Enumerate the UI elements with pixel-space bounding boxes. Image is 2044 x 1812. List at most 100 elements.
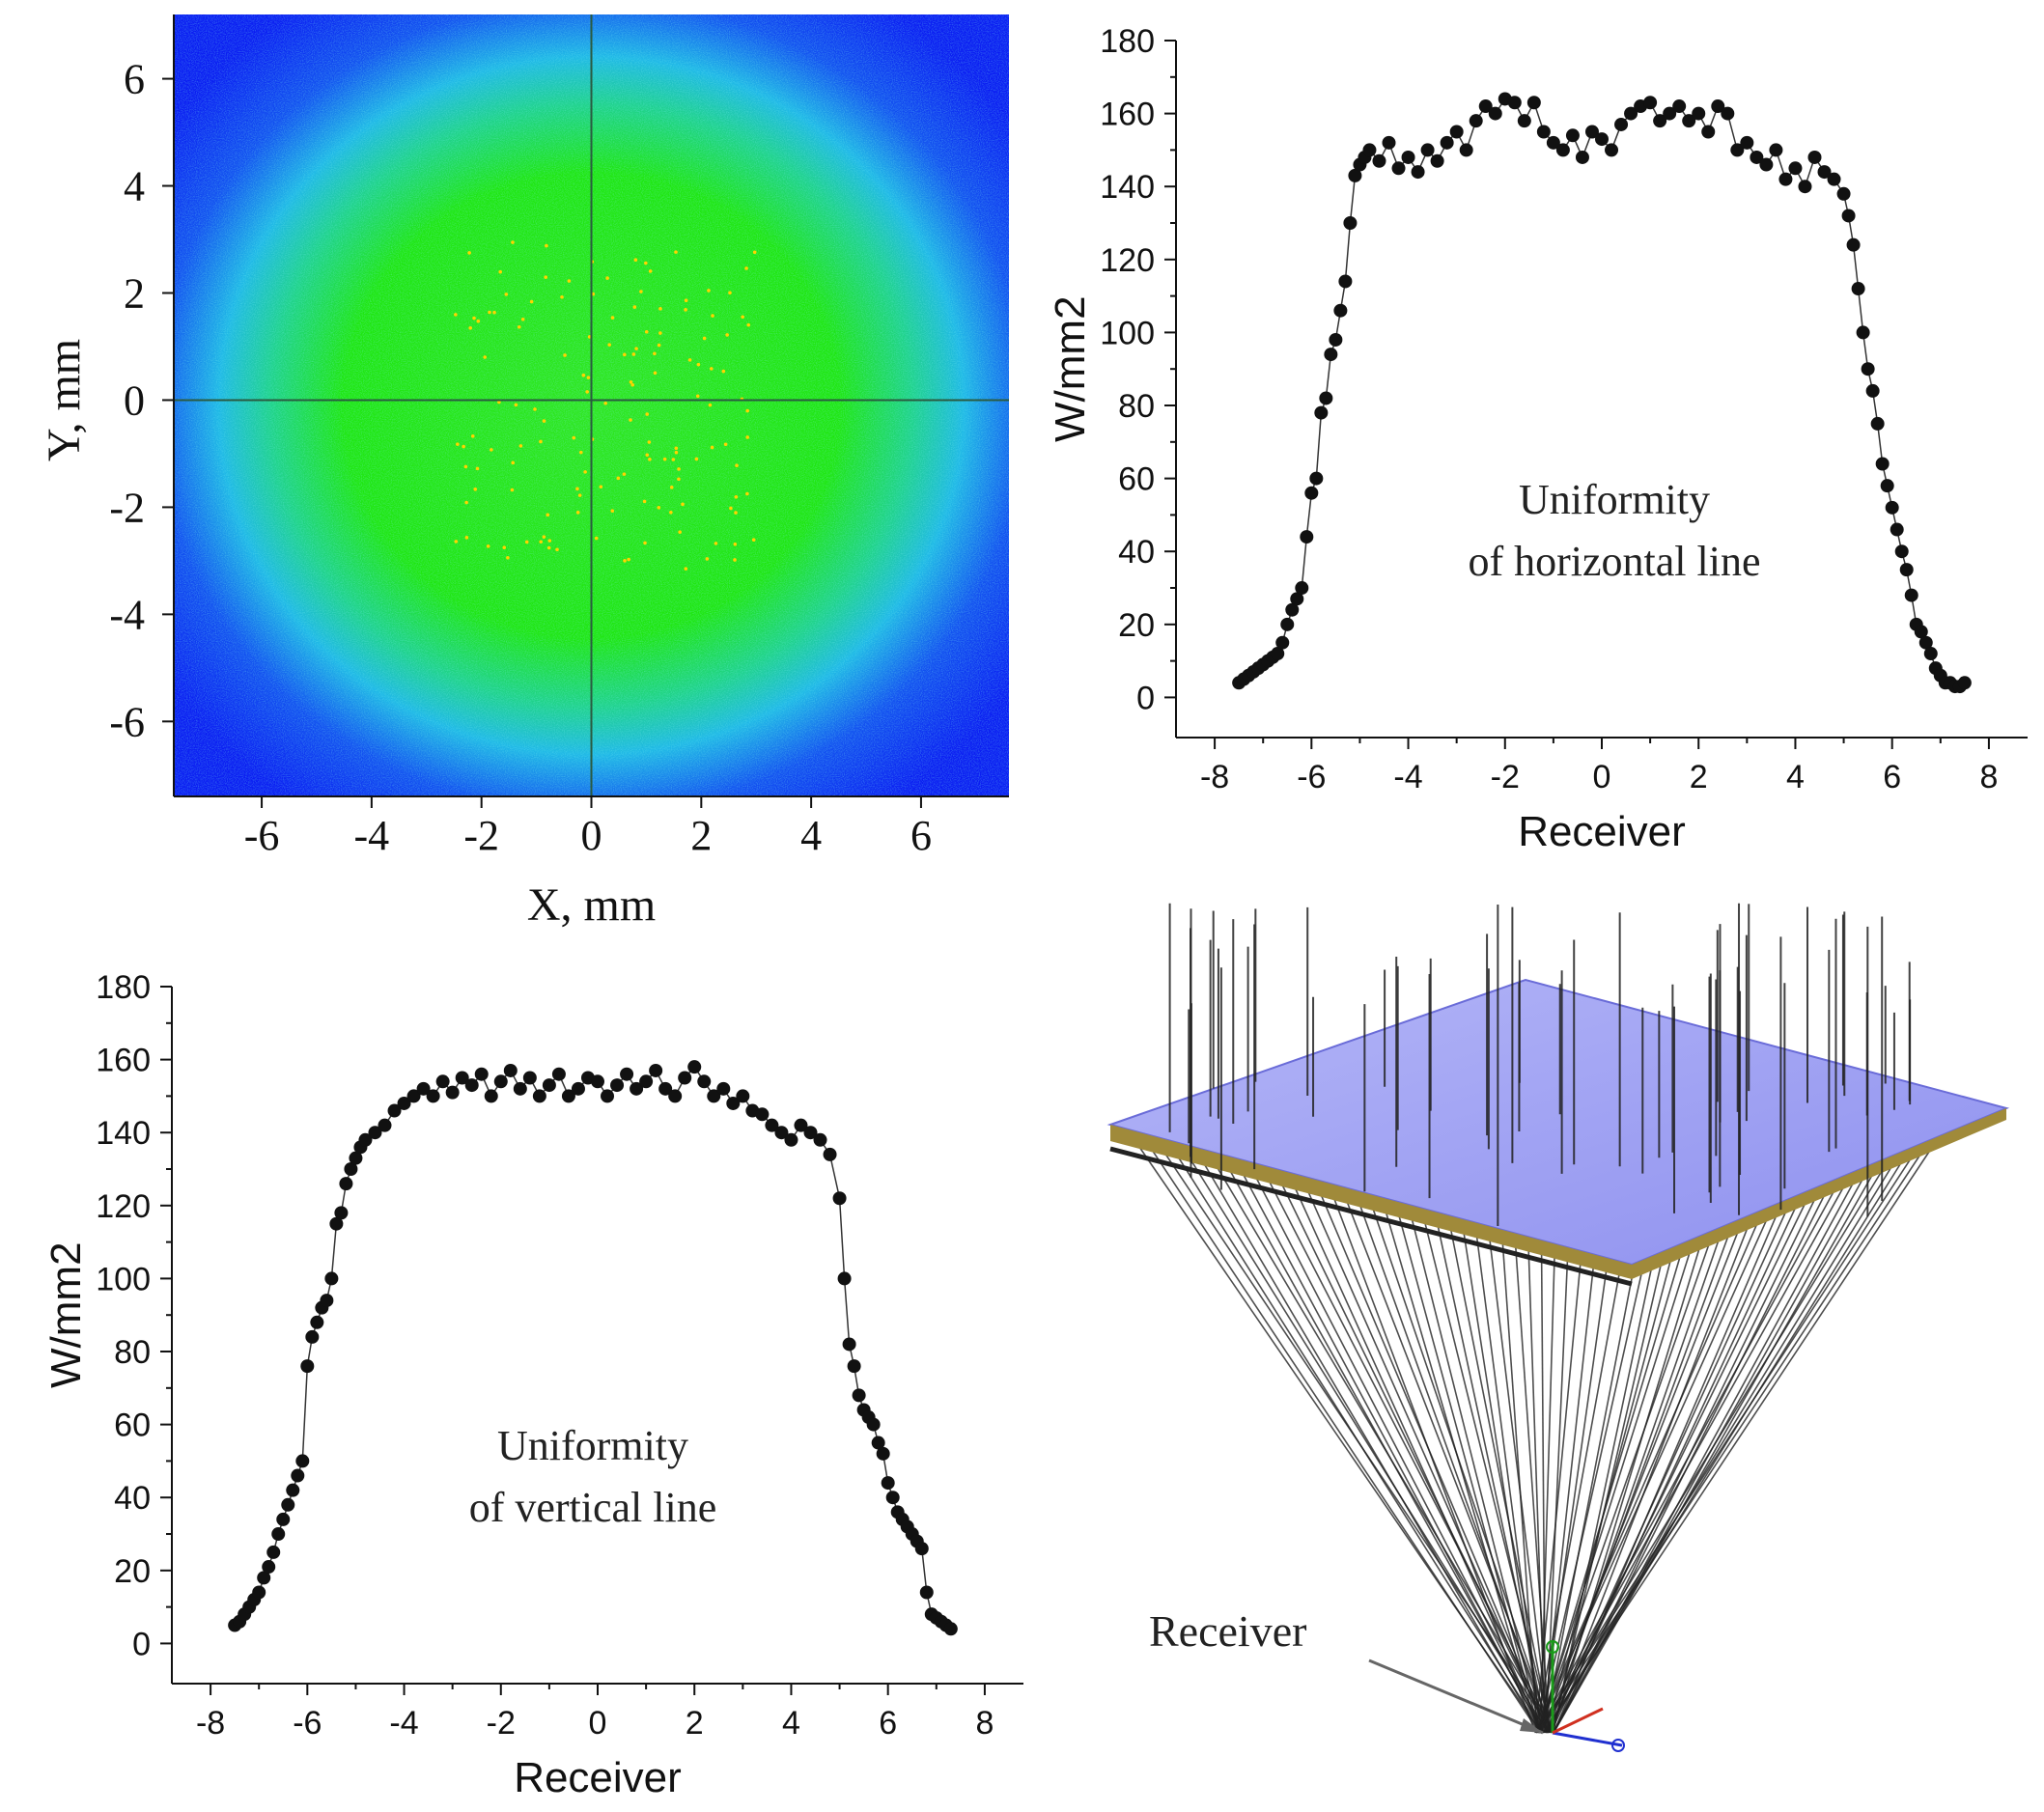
hotspot-speckle <box>555 547 559 552</box>
vertical-profile-x-tick-label: 2 <box>686 1705 704 1742</box>
vertical-profile-data-point <box>387 1103 402 1118</box>
hotspot-speckle <box>514 403 518 407</box>
horizontal-profile-data-point <box>1836 186 1851 201</box>
hotspot-speckle <box>605 276 609 280</box>
horizontal-profile-data-point <box>1319 391 1333 405</box>
horizontal-profile-data-point <box>1348 168 1362 182</box>
vertical-profile-data-point <box>493 1074 508 1089</box>
horizontal-profile-data-point <box>1584 125 1599 139</box>
horizontal-profile-data-point <box>1362 143 1377 157</box>
hotspot-speckle <box>653 371 658 376</box>
hotspot-speckle <box>520 317 525 321</box>
receiver-plane-edge <box>1110 1108 2006 1279</box>
converging-ray <box>1535 1157 1913 1734</box>
horizontal-profile-data-point <box>1507 96 1522 110</box>
map-x-tick-label: 6 <box>910 812 932 859</box>
vertical-profile-series-line <box>234 1065 952 1630</box>
vertical-profile-data-point <box>755 1107 770 1122</box>
hotspot-speckle <box>575 511 580 515</box>
hotspot-speckle <box>581 373 586 377</box>
coordinate-axes-icon <box>1546 1640 1625 1752</box>
horizontal-profile-data-point <box>1478 99 1493 114</box>
hotspot-speckle <box>497 400 501 404</box>
converging-ray <box>1306 1190 1549 1734</box>
map-y-tick-label: 4 <box>124 163 145 210</box>
hotspot-speckle <box>645 453 650 458</box>
hotspot-speckle <box>721 369 726 374</box>
horizontal-profile-x-tick-label: 6 <box>1883 759 1901 795</box>
vertical-profile-data-point <box>601 1089 615 1103</box>
horizontal-profile-data-point <box>1861 362 1875 376</box>
horizontal-profile-annotation-line-2: of horizontal line <box>1468 538 1760 585</box>
map-y-tick-label: -6 <box>109 698 145 745</box>
hotspot-speckle <box>502 545 507 550</box>
hotspot-speckle <box>658 307 662 311</box>
horizontal-profile-data-point <box>1449 125 1464 139</box>
hotspot-speckle <box>725 333 729 337</box>
hotspot-speckle <box>585 390 589 394</box>
hotspot-speckle <box>657 343 661 348</box>
horizontal-profile-data-point <box>1730 143 1745 157</box>
horizontal-profile-data-point <box>1420 143 1435 157</box>
horizontal-profile-y-tick-label: 60 <box>1118 461 1155 498</box>
vertical-profile-data-point <box>324 1271 339 1286</box>
horizontal-profile-data-point <box>1721 106 1735 121</box>
hotspot-speckle <box>744 266 748 270</box>
hotspot-speckle <box>510 488 515 492</box>
horizontal-profile-data-point <box>1546 135 1560 150</box>
horizontal-profile-panel: -8 -6 -4 -2 0 2 4 6 8020406080100120140160180Rec… <box>1047 23 2028 855</box>
vertical-profile-data-point <box>349 1151 363 1165</box>
converging-ray <box>1541 1266 1595 1734</box>
hotspot-speckle <box>533 407 537 411</box>
vertical-profile-data-point <box>416 1081 431 1096</box>
vertical-profile-data-point <box>435 1074 450 1089</box>
vertical-profile-data-point <box>774 1126 789 1140</box>
hotspot-speckle <box>634 347 638 350</box>
horizontal-profile-data-point <box>1904 588 1918 602</box>
vertical-profile-x-tick-label: 4 <box>782 1705 800 1742</box>
horizontal-profile-data-point <box>1565 128 1580 143</box>
hotspot-speckle <box>539 439 543 444</box>
vertical-profile-data-point <box>397 1096 411 1110</box>
horizontal-profile-data-point <box>1290 592 1304 606</box>
hotspot-speckle <box>470 434 475 438</box>
hotspot-speckle <box>745 491 749 496</box>
horizontal-profile-data-point <box>1469 114 1483 128</box>
hotspot-speckle <box>506 555 510 560</box>
hotspot-speckle <box>463 464 468 469</box>
vertical-profile-data-point <box>266 1545 281 1559</box>
hotspot-speckle <box>578 450 583 455</box>
horizontal-profile-data-point <box>1624 106 1638 121</box>
vertical-profile-x-tick-label: -2 <box>487 1705 516 1742</box>
hotspot-speckle <box>632 305 637 309</box>
horizontal-profile-x-tick-label: 2 <box>1690 759 1708 795</box>
horizontal-profile-data-point <box>1575 150 1589 164</box>
vertical-profile-data-point <box>658 1081 673 1096</box>
horizontal-profile-data-point <box>1672 99 1687 114</box>
hotspot-speckle <box>577 493 582 497</box>
hotspot-speckle <box>583 470 587 474</box>
vertical-profile-data-point <box>852 1388 866 1403</box>
vertical-profile-data-point <box>300 1359 315 1374</box>
converging-ray <box>1534 1262 1582 1734</box>
hotspot-speckle <box>711 314 714 318</box>
converging-ray <box>1537 1255 1682 1734</box>
vertical-profile-data-point <box>445 1085 460 1100</box>
horizontal-profile-data-point <box>1827 172 1841 186</box>
vertical-profile-panel: -8 -6 -4 -2 0 2 4 6 8020406080100120140160180Rec… <box>42 969 1023 1801</box>
hotspot-speckle <box>669 486 674 489</box>
map-y-tick-label: 2 <box>124 269 145 317</box>
horizontal-profile-data-point <box>1440 135 1454 150</box>
horizontal-profile-data-point <box>1411 165 1425 180</box>
hotspot-speckle <box>472 316 476 321</box>
converging-ray <box>1151 1150 1541 1734</box>
hotspot-speckle <box>475 466 480 471</box>
hotspot-speckle <box>746 322 751 327</box>
hotspot-speckle <box>488 310 491 315</box>
vertical-profile-x-tick-label: 8 <box>975 1705 994 1742</box>
vertical-profile-data-point <box>881 1476 895 1491</box>
vertical-profile-data-point <box>866 1417 881 1432</box>
hotspot-speckle <box>454 540 459 544</box>
horizontal-profile-y-tick-label: 160 <box>1100 97 1155 133</box>
vertical-profile-data-point <box>252 1585 266 1600</box>
